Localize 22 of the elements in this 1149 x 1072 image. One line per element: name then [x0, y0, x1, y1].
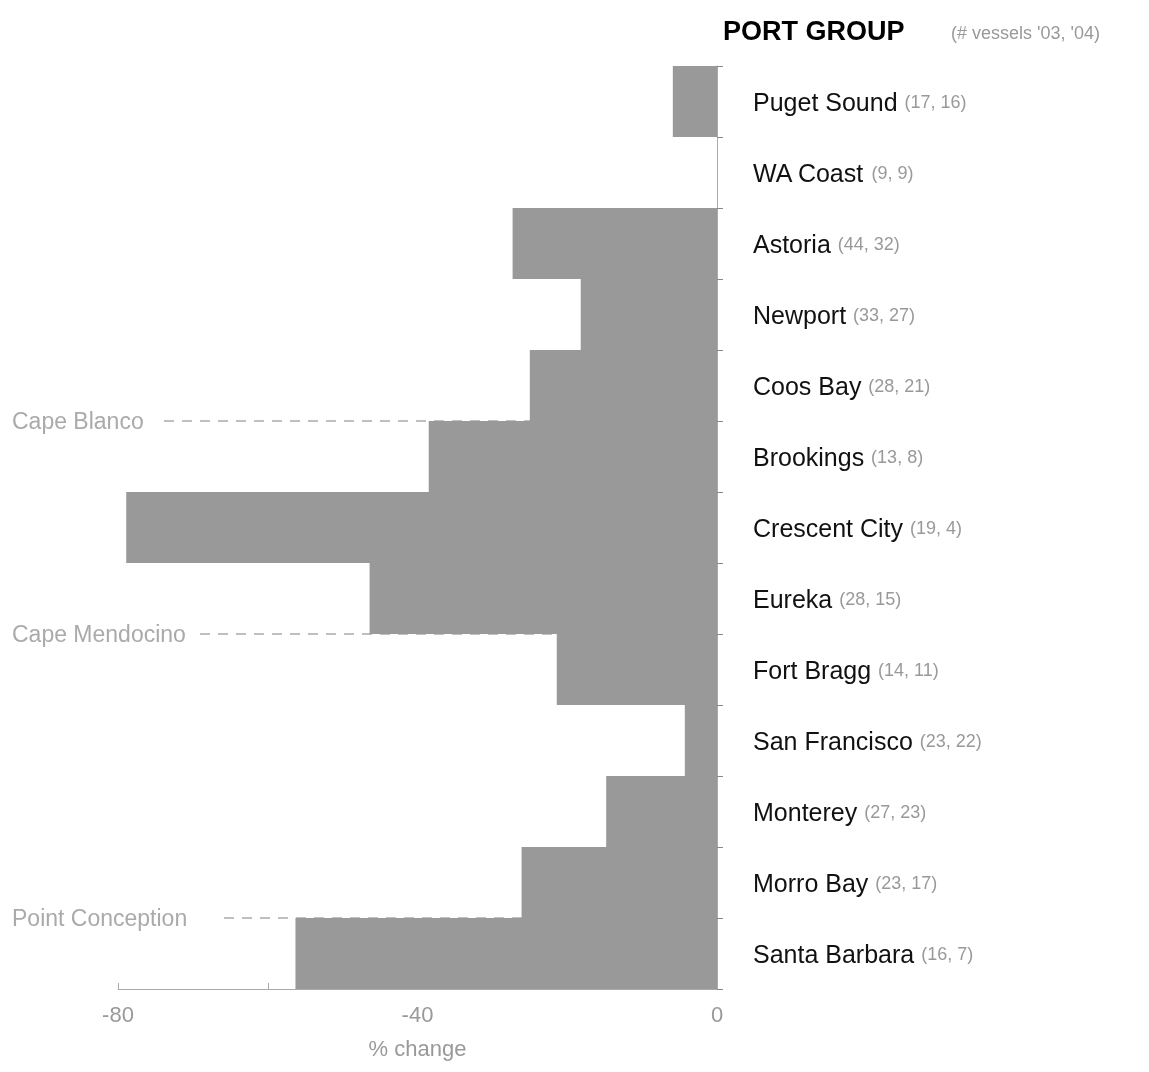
y-tick-label: Astoria (44, 32): [753, 229, 900, 258]
y-tick-label: Morro Bay (23, 17): [753, 868, 938, 897]
y-tick-label: Brookings (13, 8): [753, 442, 924, 471]
x-tick-label: 0: [710, 1001, 724, 1027]
y-tick-label: Santa Barbara (16, 7): [753, 939, 974, 968]
x-tick-label: -80: [102, 1001, 134, 1027]
y-tick-label: WA Coast (9, 9): [753, 158, 914, 187]
annotation: Point Conception: [12, 905, 188, 932]
y-tick-label: Puget Sound (17, 16): [753, 87, 967, 116]
y-tick-label: Crescent City (19, 4): [753, 513, 963, 542]
text: PORT GROUP: [723, 15, 905, 46]
y-tick-label: Newport (33, 27): [753, 300, 916, 329]
y-tick-label: San Francisco (23, 22): [753, 726, 982, 755]
y-tick-label: Fort Bragg (14, 11): [753, 655, 939, 684]
y-tick-label: Monterey (27, 23): [753, 797, 927, 826]
text: (# vessels '03, '04): [951, 23, 1100, 43]
annotation: Cape Mendocino: [12, 621, 186, 648]
annotation: Cape Blanco: [12, 408, 144, 435]
x-tick-label: -40: [401, 1001, 434, 1027]
y-tick-label: Eureka (28, 15): [753, 584, 902, 613]
x-axis-title: % change: [368, 1035, 467, 1061]
y-tick-label: Coos Bay (28, 21): [753, 371, 931, 400]
